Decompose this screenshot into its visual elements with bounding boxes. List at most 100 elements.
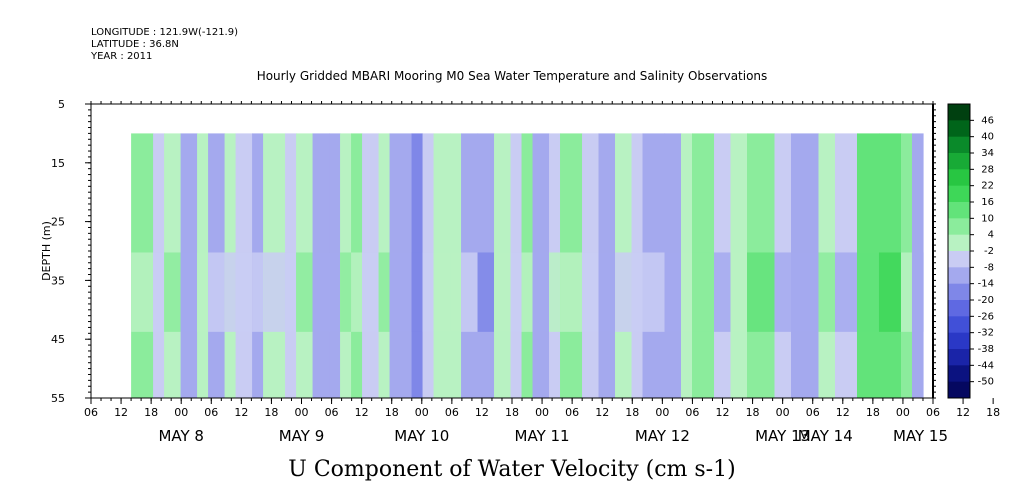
heatmap-cell bbox=[692, 252, 715, 332]
x-tick-label: 12 bbox=[355, 406, 369, 419]
year-label: YEAR : 2011 bbox=[90, 51, 152, 62]
heatmap-cell bbox=[263, 252, 286, 332]
colorbar-tick-label: -26 bbox=[978, 311, 994, 322]
y-tick-label: 15 bbox=[51, 157, 65, 170]
heatmap-cell bbox=[494, 252, 512, 332]
x-tick-label: 06 bbox=[445, 406, 459, 419]
x-tick-label: 18 bbox=[866, 406, 880, 419]
y-tick-label: 5 bbox=[58, 98, 65, 111]
colorbar-tick-label: -50 bbox=[978, 377, 994, 388]
heatmap-cell bbox=[582, 252, 600, 332]
heatmap-cell bbox=[521, 252, 534, 332]
x-tick-label: 18 bbox=[264, 406, 278, 419]
heatmap-cell bbox=[532, 252, 550, 332]
x-tick-label: 00 bbox=[415, 406, 429, 419]
y-axis-label: DEPTH (m) bbox=[40, 221, 53, 281]
colorbar-tick-label: 34 bbox=[981, 148, 994, 159]
heatmap-cell bbox=[642, 252, 666, 332]
heatmap-cell bbox=[878, 252, 902, 332]
heatmap-cell bbox=[747, 252, 776, 332]
heatmap-cell bbox=[411, 252, 424, 332]
longitude-label: LONGITUDE : 121.9W(-121.9) bbox=[91, 27, 238, 38]
colorbar-tick-label: -32 bbox=[978, 328, 994, 339]
heatmap-cell bbox=[312, 252, 330, 332]
x-tick-label: 18 bbox=[986, 406, 1000, 419]
heatmap-cell bbox=[252, 252, 264, 332]
heatmap-cell bbox=[351, 252, 363, 332]
heatmap-cell bbox=[818, 252, 836, 332]
x-tick-label: 12 bbox=[475, 406, 489, 419]
x-tick-label: 12 bbox=[114, 406, 128, 419]
x-tick-label: 18 bbox=[505, 406, 519, 419]
x-axis-title: U Component of Water Velocity (cm s-1) bbox=[288, 457, 735, 482]
colorbar-tick-label: -38 bbox=[978, 344, 994, 355]
colorbar-swatch bbox=[948, 104, 970, 121]
heatmap-cell bbox=[549, 252, 561, 332]
colorbar-tick-label: 4 bbox=[988, 230, 994, 241]
colorbar-swatch bbox=[948, 365, 970, 383]
x-day-label: MAY 13 bbox=[755, 427, 810, 445]
colorbar-tick-label: 10 bbox=[981, 213, 994, 224]
heatmap-cell bbox=[197, 252, 209, 332]
colorbar-swatch bbox=[948, 234, 970, 252]
colorbar-tick-label: -14 bbox=[978, 279, 994, 290]
x-tick-label: 06 bbox=[685, 406, 699, 419]
colorbar-tick-label: 16 bbox=[981, 197, 994, 208]
x-tick-label: 12 bbox=[716, 406, 730, 419]
heatmap-cell bbox=[285, 252, 297, 332]
heatmap-cell bbox=[378, 252, 391, 332]
x-tick-label: 18 bbox=[746, 406, 760, 419]
heatmap-cell bbox=[433, 252, 451, 332]
colorbar-tick-label: 28 bbox=[981, 164, 994, 175]
x-tick-label: 12 bbox=[234, 406, 248, 419]
heatmap-cell bbox=[461, 252, 479, 332]
x-tick-label: 06 bbox=[806, 406, 820, 419]
colorbar-swatch bbox=[948, 202, 970, 219]
heatmap-cell bbox=[180, 252, 198, 332]
x-tick-label: 00 bbox=[295, 406, 309, 419]
x-tick-label: 18 bbox=[144, 406, 158, 419]
x-tick-label: 06 bbox=[325, 406, 339, 419]
heatmap-cell bbox=[362, 252, 380, 332]
x-day-label: MAY 9 bbox=[279, 427, 325, 445]
x-tick-label: 06 bbox=[565, 406, 579, 419]
latitude-label: LATITUDE : 36.8N bbox=[91, 39, 179, 50]
heatmap-cell bbox=[340, 252, 352, 332]
x-tick-label: 18 bbox=[625, 406, 639, 419]
colorbar-tick-label: -8 bbox=[984, 262, 994, 273]
x-tick-label: 00 bbox=[776, 406, 790, 419]
heatmap-cell bbox=[774, 252, 792, 332]
heatmap-cell bbox=[422, 252, 435, 332]
x-axis: 06 12 18 00 06 12 18 00 06 12 18 00 06 12 18 00 06 12 18 00… bbox=[84, 101, 1000, 445]
y-tick-label: 55 bbox=[51, 392, 65, 405]
x-tick-label: 06 bbox=[204, 406, 218, 419]
x-day-label: MAY 11 bbox=[515, 427, 570, 445]
heatmap-cell bbox=[911, 252, 924, 332]
colorbar-swatch bbox=[948, 136, 970, 154]
heatmap-cell bbox=[510, 252, 523, 332]
heatmap-cell bbox=[329, 252, 341, 332]
colorbar-swatch bbox=[948, 251, 970, 268]
heatmap-cell bbox=[900, 252, 913, 332]
heatmap-plot bbox=[131, 133, 924, 398]
heatmap-cell bbox=[389, 252, 413, 332]
x-tick-label: 00 bbox=[655, 406, 669, 419]
heatmap-cell bbox=[164, 252, 182, 332]
heatmap-cell bbox=[598, 252, 616, 332]
colorbar-swatch bbox=[948, 169, 970, 187]
colorbar-swatch bbox=[948, 153, 970, 170]
heatmap-cell bbox=[450, 252, 462, 332]
x-day-label: MAY 12 bbox=[635, 427, 690, 445]
colorbar-swatch bbox=[948, 283, 970, 301]
colorbar-tick-label: -20 bbox=[978, 295, 994, 306]
colorbar-swatch bbox=[948, 267, 970, 285]
heatmap-cell bbox=[477, 252, 495, 332]
x-tick-label: 06 bbox=[84, 406, 98, 419]
colorbar-swatch bbox=[948, 332, 970, 350]
heatmap-cell bbox=[664, 252, 682, 332]
x-tick-label: 12 bbox=[595, 406, 609, 419]
heatmap-cell bbox=[834, 252, 858, 332]
x-day-label: MAY 15 bbox=[893, 427, 948, 445]
heatmap-cell bbox=[791, 252, 820, 332]
